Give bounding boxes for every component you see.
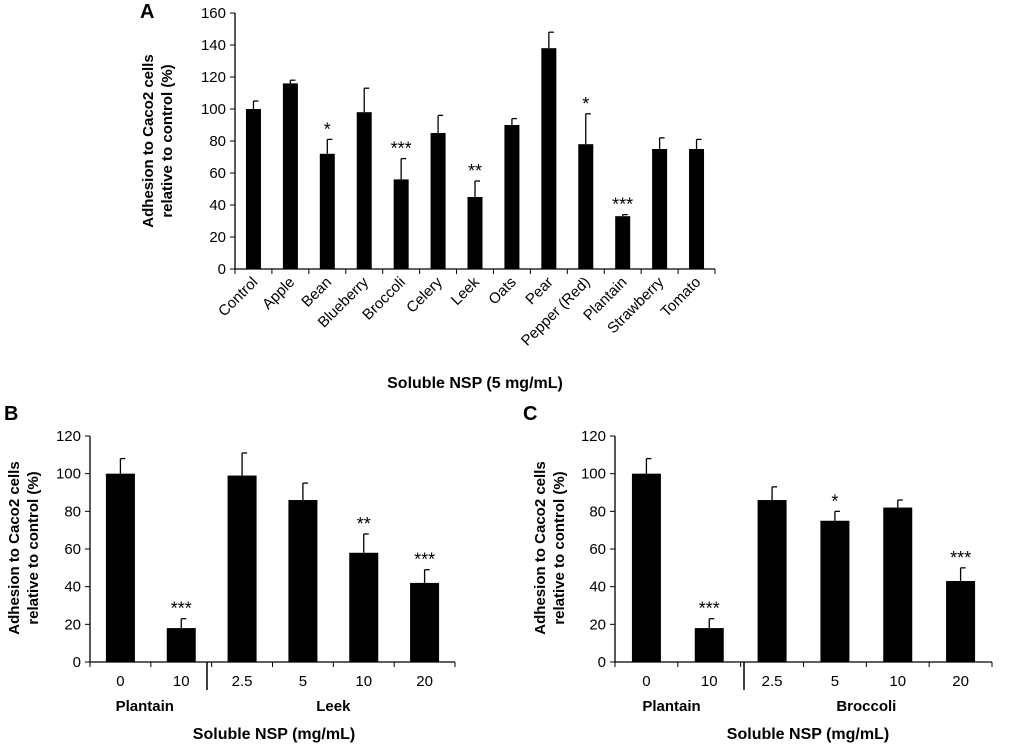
- panel-a-bar: [245, 109, 261, 269]
- panel-c-ylabel-line2: relative to control (%): [551, 471, 568, 624]
- panel-a-bar: [430, 133, 446, 269]
- panel-c-group-label: Broccoli: [836, 698, 896, 715]
- panel-c-y-tick-label: 20: [589, 616, 606, 633]
- panel-b-y-tick-label: 120: [56, 428, 81, 445]
- panel-a-y-tick-label: 20: [209, 229, 226, 246]
- panel-b-letter: B: [4, 403, 18, 425]
- panel-a-x-tick-label: Control: [215, 274, 261, 320]
- panel-a-y-tick-label: 40: [209, 197, 226, 214]
- panel-b-x-tick-label: 0: [116, 673, 124, 690]
- panel-c-x-tick-label: 5: [831, 673, 839, 690]
- panel-b-ylabel-line2: relative to control (%): [25, 471, 42, 624]
- panel-c-bar: [631, 473, 661, 662]
- panel-b-x-tick-label: 10: [173, 673, 190, 690]
- panel-a-x-tick-label: Celery: [403, 273, 446, 316]
- panel-b-ylabel-line1: Adhesion to Caco2 cells: [6, 461, 23, 634]
- panel-a-bar: [578, 144, 594, 269]
- panel-c-group-label: Plantain: [642, 698, 700, 715]
- panel-b-chart: B Adhesion to Caco2 cells relative to co…: [4, 403, 456, 743]
- panel-c-xlabel: Soluble NSP (mg/mL): [727, 726, 889, 743]
- panel-a-y-tick-label: 60: [209, 165, 226, 182]
- panel-b-x-tick-label: 10: [355, 673, 372, 690]
- panel-a-bar: [356, 112, 372, 269]
- panel-c-x-tick-label: 10: [701, 673, 718, 690]
- panel-a-y-tick-label: 120: [201, 69, 226, 86]
- panel-b-x-tick-label: 5: [299, 673, 307, 690]
- panel-a-letter: A: [140, 1, 154, 23]
- panel-c-y-tick-label: 40: [589, 579, 606, 596]
- panel-a-bar: [541, 48, 557, 270]
- panel-a-bar: [652, 149, 668, 269]
- panel-c-y-tick-label: 120: [581, 428, 606, 445]
- panel-c-bar: [757, 500, 787, 662]
- panel-b-group-label: Plantain: [116, 698, 174, 715]
- panel-a-bar: [393, 179, 409, 269]
- panel-c-y-tick-label: 80: [589, 503, 606, 520]
- panel-b-bar: [410, 582, 440, 662]
- panel-a-significance-label: ***: [612, 195, 633, 215]
- panel-a-x-tick-label: Leek: [448, 273, 483, 308]
- panel-b-y-tick-label: 40: [64, 579, 81, 596]
- panel-c-bar: [946, 581, 976, 662]
- panel-a-significance-label: **: [468, 161, 482, 181]
- panel-c-y-tick-label: 100: [581, 466, 606, 483]
- panel-b-group-label: Leek: [316, 698, 351, 715]
- panel-a-y-tick-label: 0: [218, 261, 226, 278]
- panel-b-significance-label: **: [357, 514, 371, 534]
- panel-a-x-tick-label: Apple: [259, 274, 298, 313]
- panel-a-ylabel-line2: relative to control (%): [159, 64, 176, 217]
- panel-c-y-tick-label: 0: [598, 654, 606, 671]
- panel-c-letter: C: [523, 403, 537, 425]
- panel-a-x-tick-label: Tomato: [658, 274, 705, 321]
- panel-b-significance-label: ***: [414, 550, 435, 570]
- panel-c-x-tick-label: 0: [642, 673, 650, 690]
- panel-c-bar: [820, 520, 850, 662]
- panel-a-y-tick-label: 80: [209, 133, 226, 150]
- panel-a-y-tick-label: 100: [201, 101, 226, 118]
- panel-b-bar: [288, 500, 318, 662]
- panel-c-x-tick-label: 2.5: [762, 673, 783, 690]
- panel-b-bar: [349, 552, 379, 662]
- panel-b-y-tick-label: 20: [64, 616, 81, 633]
- panel-a-chart: A Adhesion to Caco2 cells relative to co…: [140, 1, 716, 392]
- panel-b-y-tick-label: 80: [64, 503, 81, 520]
- panel-c-significance-label: ***: [950, 548, 971, 568]
- panel-b-xlabel: Soluble NSP (mg/mL): [193, 726, 355, 743]
- panel-b-x-tick-label: 20: [416, 673, 433, 690]
- panel-b-bar: [105, 473, 135, 662]
- panel-c-chart: C Adhesion to Caco2 cells relative to co…: [523, 403, 993, 743]
- panel-a-bar: [504, 125, 520, 269]
- panel-a-bar: [467, 197, 483, 269]
- panel-b-bar: [227, 475, 257, 662]
- panel-a-x-tick-label: Oats: [485, 274, 519, 308]
- panel-b-significance-label: ***: [171, 599, 192, 619]
- panel-c-significance-label: *: [831, 491, 838, 511]
- panel-c-bar: [694, 628, 724, 662]
- panel-a-significance-label: *: [582, 94, 589, 114]
- panel-c-significance-label: ***: [699, 599, 720, 619]
- panel-b-bar: [166, 628, 196, 662]
- panel-b-y-tick-label: 100: [56, 466, 81, 483]
- panel-c-x-tick-label: 10: [889, 673, 906, 690]
- panel-a-bar: [319, 153, 335, 269]
- panel-b-y-tick-label: 0: [73, 654, 81, 671]
- panel-c-ylabel-line1: Adhesion to Caco2 cells: [532, 461, 549, 634]
- panel-a-xlabel: Soluble NSP (5 mg/mL): [387, 375, 563, 392]
- panel-a-bar: [615, 216, 631, 269]
- panel-b-y-tick-label: 60: [64, 541, 81, 558]
- panel-a-significance-label: ***: [391, 139, 412, 159]
- panel-a-y-tick-label: 140: [201, 37, 226, 54]
- panel-a-bar: [689, 149, 705, 269]
- panel-c-bar: [883, 507, 913, 662]
- panel-c-y-tick-label: 60: [589, 541, 606, 558]
- panel-a-significance-label: *: [324, 119, 331, 139]
- panel-a-y-tick-label: 160: [201, 5, 226, 22]
- panel-a-bar: [282, 83, 298, 270]
- panel-a-ylabel-line1: Adhesion to Caco2 cells: [140, 54, 157, 227]
- panel-b-x-tick-label: 2.5: [232, 673, 253, 690]
- panel-c-x-tick-label: 20: [952, 673, 969, 690]
